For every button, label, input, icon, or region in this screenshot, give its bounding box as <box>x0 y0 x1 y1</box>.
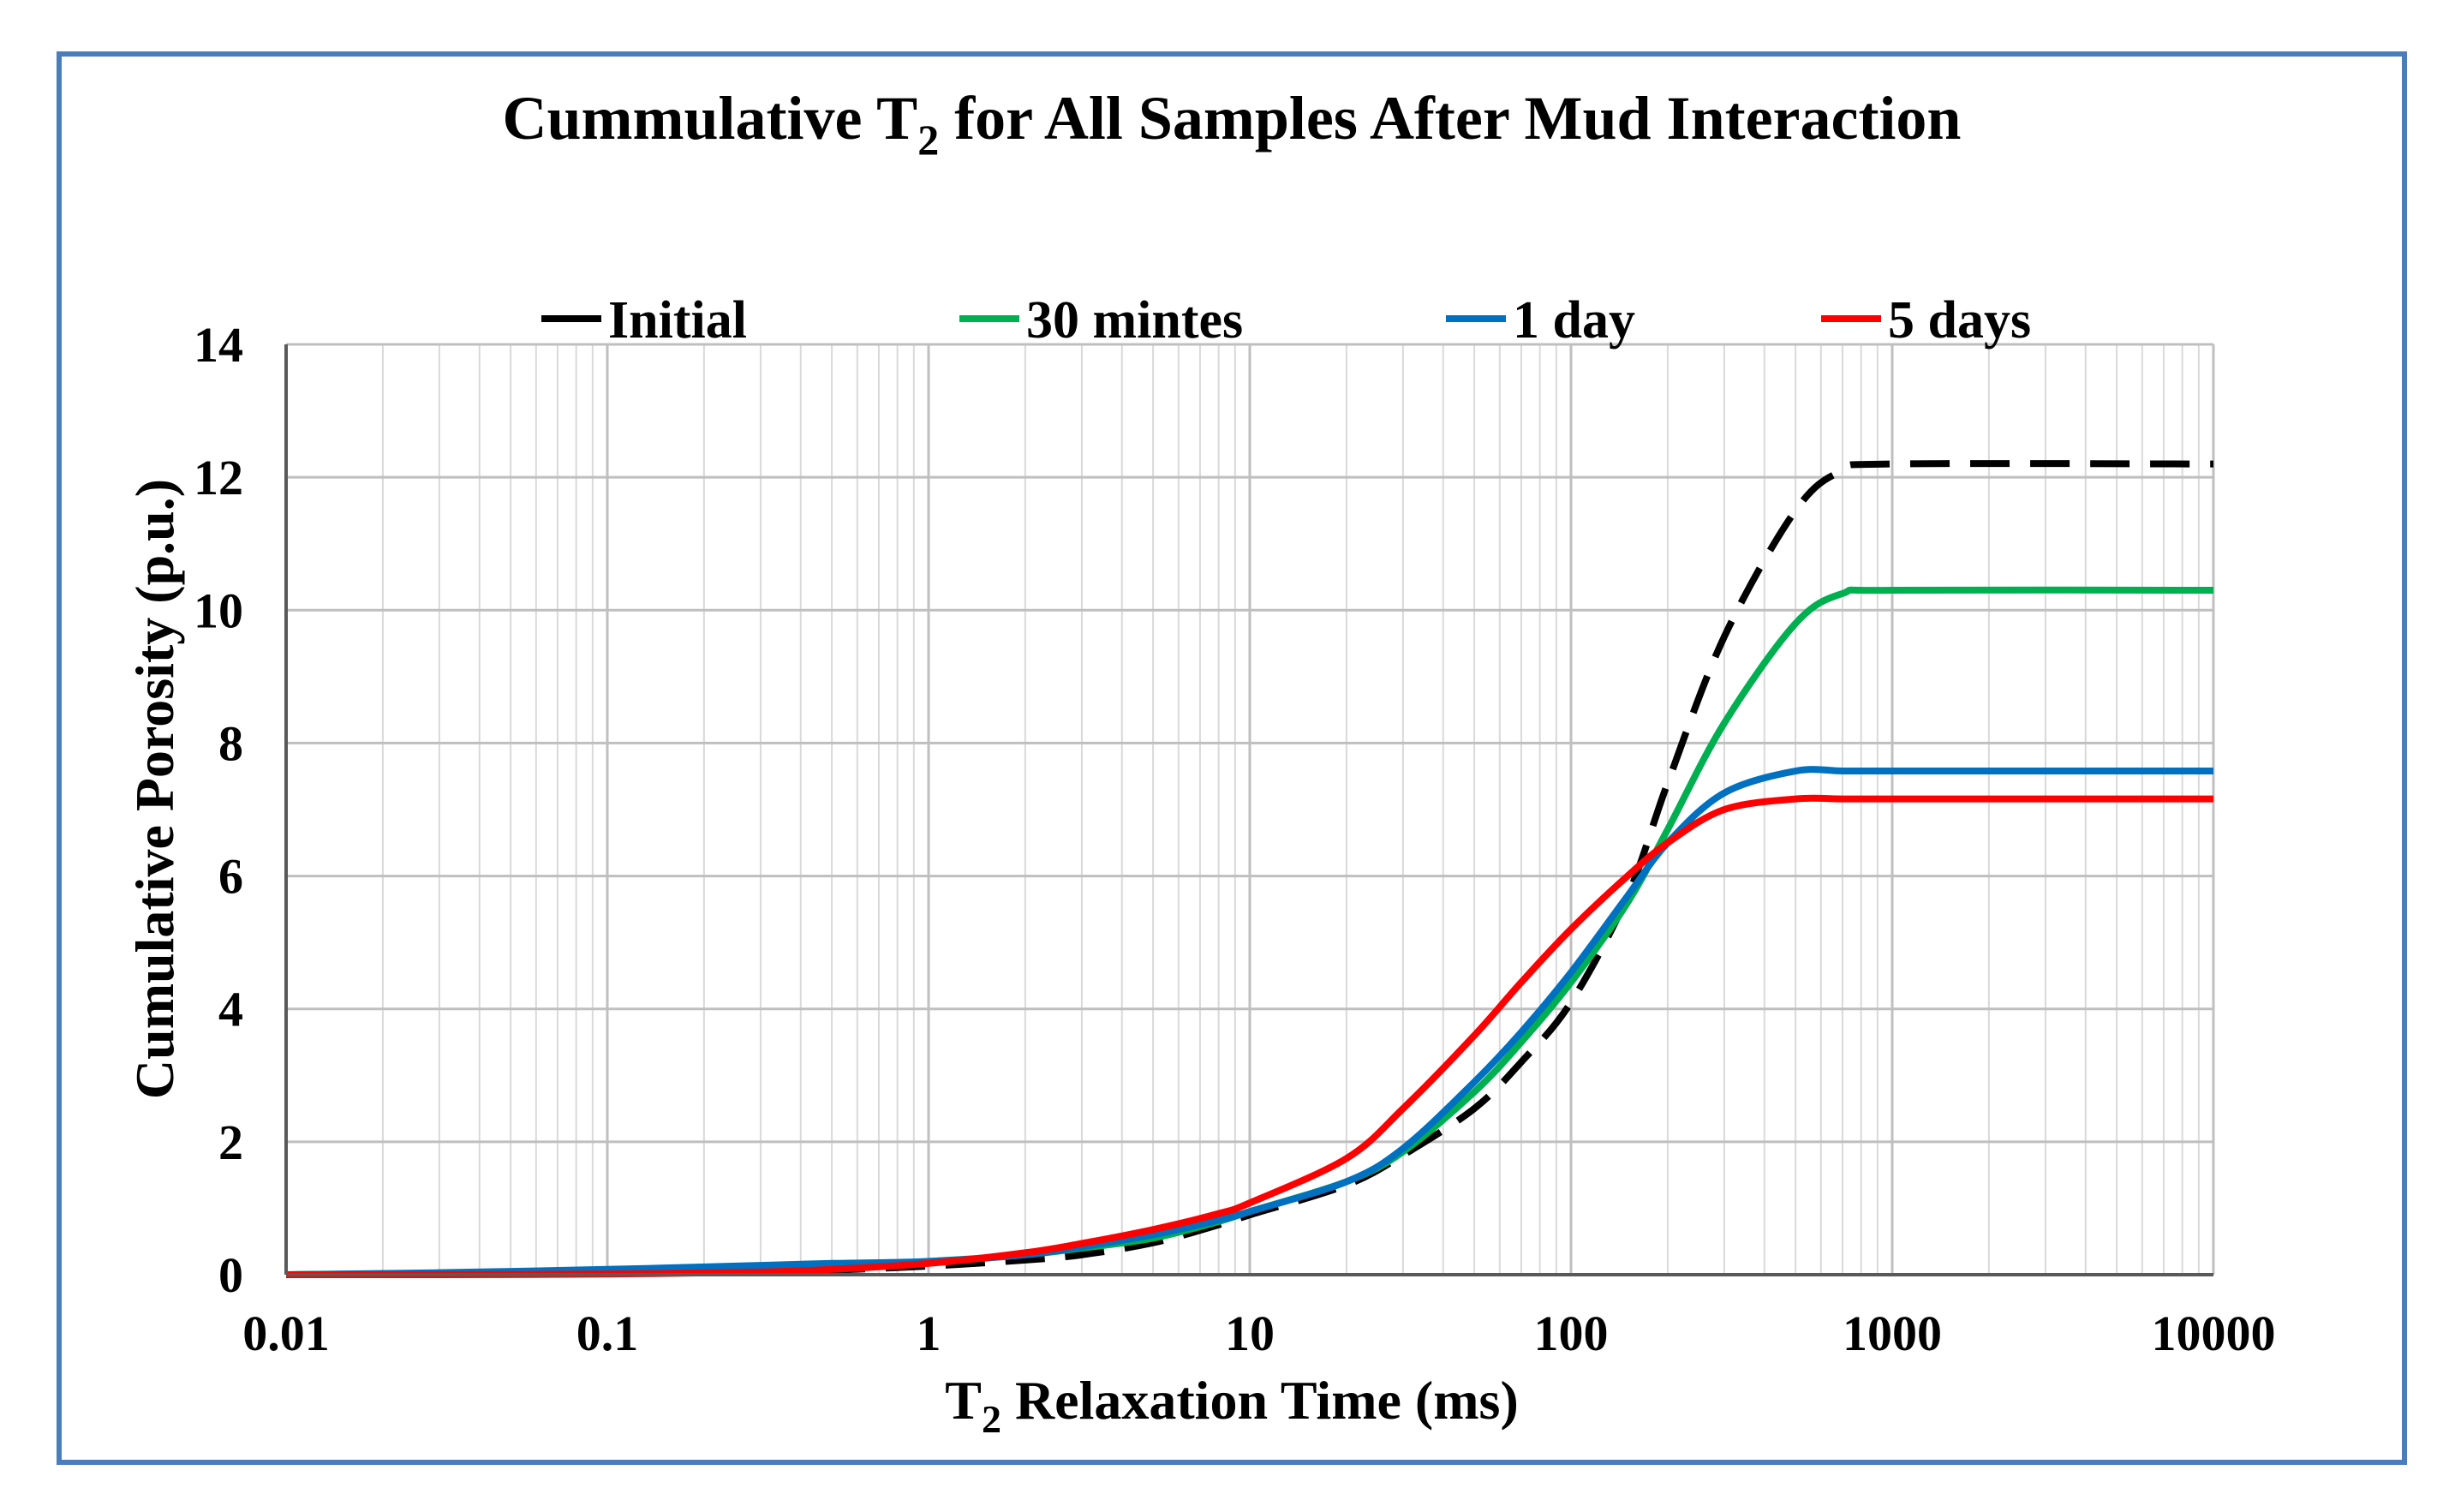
series-lines <box>285 460 2214 1279</box>
y-tick-label: 8 <box>218 715 243 771</box>
legend: Initial 30 mintes 1 day 5 days <box>541 291 2031 350</box>
legend-label: Initial <box>608 291 747 350</box>
x-tick-label: 10 <box>1225 1306 1275 1361</box>
x-axis-label: T2 Relaxation Time (ms) <box>945 1370 1519 1441</box>
x-tick-label: 100 <box>1534 1306 1609 1361</box>
chart-frame: 0.01 0.1 1 10 100 1000 10000 0 2 4 6 8 10 12 14 Cummul… <box>57 51 2407 1465</box>
x-tick-label: 0.01 <box>242 1306 330 1361</box>
chart-title: Cummulative T2 for All Samples After Mud… <box>503 84 1962 164</box>
legend-label: 5 days <box>1888 291 2031 350</box>
tick-labels: 0.01 0.1 1 10 100 1000 10000 0 2 4 6 8 10 12 14 <box>194 317 2276 1361</box>
series-line-5-days <box>285 794 2213 1279</box>
x-tick-label: 1000 <box>1843 1306 1942 1361</box>
legend-label: 1 day <box>1513 291 1635 350</box>
x-tick-label: 0.1 <box>576 1306 639 1361</box>
x-tick-label: 1 <box>917 1306 941 1361</box>
y-tick-label: 2 <box>218 1115 243 1170</box>
y-tick-label: 12 <box>194 450 243 505</box>
series-line-1-day <box>285 766 2213 1278</box>
chart: 0.01 0.1 1 10 100 1000 10000 0 2 4 6 8 10 12 14 Cummul… <box>124 84 2276 1441</box>
legend-label: 30 mintes <box>1026 291 1243 350</box>
x-tick-label: 10000 <box>2152 1306 2276 1361</box>
minor-gridlines <box>381 344 2200 1275</box>
axes <box>284 344 2213 1276</box>
y-tick-label: 6 <box>218 849 243 905</box>
y-tick-label: 4 <box>218 982 243 1037</box>
y-tick-label: 10 <box>194 583 243 638</box>
y-axis-label: Cumulative Porosity (p.u.) <box>124 479 185 1099</box>
y-tick-label: 14 <box>194 317 243 373</box>
major-gridlines <box>284 343 2215 1276</box>
y-tick-label: 0 <box>218 1247 243 1303</box>
